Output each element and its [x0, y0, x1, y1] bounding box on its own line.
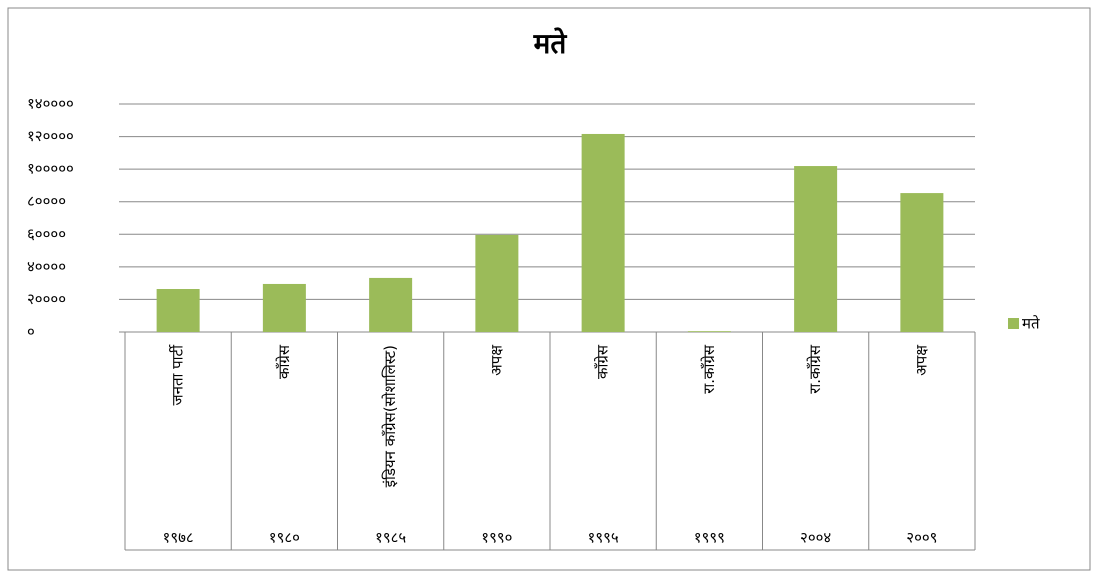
x-year-label: २००९ [906, 529, 937, 547]
bar [156, 289, 200, 332]
x-category-label: रा.काँग्रेस [806, 344, 824, 394]
bar [262, 283, 306, 332]
bar [581, 133, 625, 332]
legend-swatch [1008, 318, 1019, 329]
x-category-label: जनता पार्टी [169, 344, 187, 406]
y-tick-label: ० [27, 323, 35, 341]
x-year-label: १९८५ [375, 529, 406, 547]
x-category-label: अपक्ष [487, 345, 505, 376]
y-tick-label: १४०००० [27, 95, 74, 113]
chart-title: मते [533, 27, 568, 60]
x-year-label: १९७८ [163, 529, 194, 547]
x-category-label: रा.काँग्रेस [700, 344, 718, 394]
y-tick-label: १२०००० [27, 127, 74, 145]
x-category-label: इंडियन काँग्रेस(सोशालिस्ट) [381, 345, 399, 487]
y-tick-label: ४०००० [27, 257, 66, 275]
x-category-label: अपक्ष [912, 345, 930, 376]
y-tick-label: ८०००० [27, 192, 66, 210]
x-year-label: १९८० [269, 529, 300, 547]
bar [794, 166, 838, 332]
x-category-label: काँग्रेस [275, 344, 293, 379]
y-tick-label: २०००० [27, 290, 66, 308]
legend-label: मते [1022, 315, 1040, 333]
x-category-label: काँग्रेस [594, 344, 612, 379]
bar [369, 277, 413, 332]
bar [475, 234, 519, 332]
y-tick-label: ६०००० [27, 225, 66, 243]
bar [900, 193, 944, 332]
y-tick-label: १००००० [27, 160, 74, 178]
x-year-label: १९९५ [588, 529, 619, 547]
x-year-label: २००४ [800, 529, 831, 547]
x-year-label: १९९९ [694, 529, 725, 547]
bar [687, 331, 731, 332]
x-year-label: १९९० [481, 529, 512, 547]
